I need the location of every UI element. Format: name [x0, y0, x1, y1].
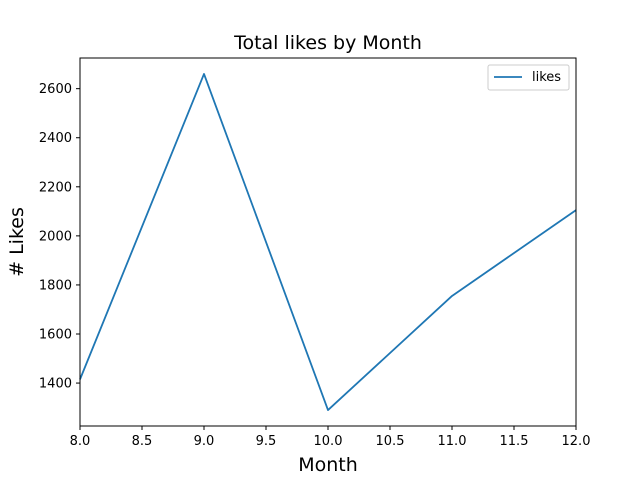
- x-tick-label: 8.0: [70, 434, 91, 449]
- x-tick-label: 10.0: [314, 434, 343, 449]
- y-tick-label: 2600: [39, 82, 72, 97]
- y-axis-ticks: 1400 1600 1800 2000 2200 2400 2600: [39, 82, 80, 392]
- plot-frame: [79, 57, 577, 427]
- legend: likes: [487, 64, 570, 91]
- y-axis-label: # Likes: [6, 207, 28, 277]
- x-tick-label: 11.5: [500, 434, 529, 449]
- legend-label-likes: likes: [532, 70, 561, 85]
- series-line-likes: [79, 73, 577, 411]
- chart-title: Total likes by Month: [233, 32, 422, 54]
- y-tick-label: 2000: [39, 229, 72, 244]
- x-tick-label: 9.5: [256, 434, 277, 449]
- series-layer: [79, 73, 577, 411]
- x-axis-label: Month: [298, 454, 358, 476]
- y-tick-label: 2200: [39, 180, 72, 195]
- x-tick-label: 12.0: [562, 434, 591, 449]
- x-tick-label: 8.5: [132, 434, 153, 449]
- x-tick-label: 9.0: [194, 434, 215, 449]
- y-tick-label: 2400: [39, 131, 72, 146]
- x-tick-label: 10.5: [376, 434, 405, 449]
- y-tick-label: 1600: [39, 328, 72, 343]
- x-tick-label: 11.0: [438, 434, 467, 449]
- x-axis-ticks: 8.0 8.5 9.0 9.5 10.0 10.5 11.0 11.5 12.0: [70, 426, 591, 449]
- y-tick-label: 1400: [39, 377, 72, 392]
- legend-box: [487, 64, 570, 91]
- y-tick-label: 1800: [39, 278, 72, 293]
